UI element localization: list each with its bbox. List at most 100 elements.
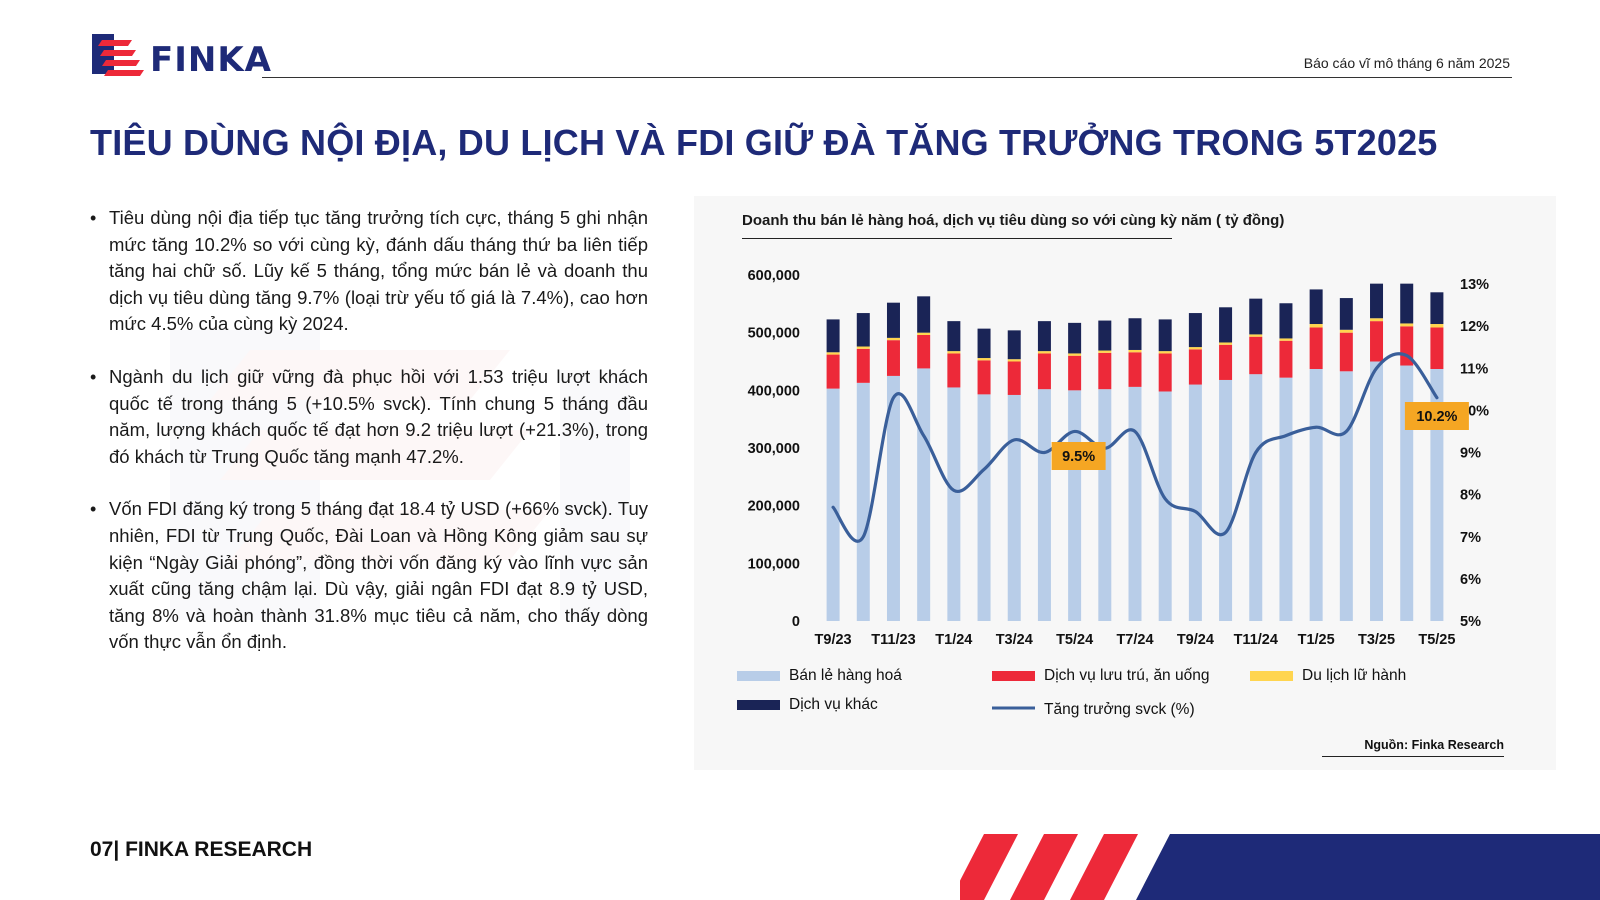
bullet-tourism: Ngành du lịch giữ vững đà phục hồi với 1… (90, 364, 648, 470)
bar-segment-s3 (1339, 298, 1353, 330)
bar-segment-s2 (1037, 351, 1051, 354)
chart-panel: Doanh thu bán lẻ hàng hoá, dịch vụ tiêu … (694, 196, 1556, 770)
x-tick-label: T5/25 (1418, 632, 1455, 648)
y-right-tick: 5% (1460, 614, 1481, 630)
legend-label: Du lịch lữ hành (1302, 667, 1406, 684)
bar-segment-s1 (826, 354, 840, 389)
bar-segment-s3 (1158, 319, 1172, 352)
y-right-tick: 13% (1460, 277, 1489, 293)
bar-segment-s1 (1188, 349, 1202, 385)
bar-segment-s1 (1068, 355, 1082, 391)
legend-label: Dịch vụ lưu trú, ăn uống (1044, 667, 1209, 684)
bar-segment-s3 (1430, 292, 1444, 325)
x-tick-label: T1/24 (935, 632, 972, 648)
x-tick-label: T11/23 (871, 632, 915, 648)
bar-segment-s2 (1219, 342, 1233, 345)
bar-segment-s0 (1339, 371, 1353, 621)
bar-segment-s3 (886, 302, 900, 338)
bar-segment-s0 (1249, 374, 1263, 621)
bar-segment-s0 (1309, 368, 1323, 621)
bar-segment-s3 (1219, 307, 1233, 343)
bar-segment-s3 (1370, 283, 1384, 319)
bar-segment-s0 (947, 387, 961, 621)
footer-stripes-icon (960, 834, 1600, 900)
bar-segment-s2 (1279, 338, 1293, 341)
bar-segment-s2 (1068, 353, 1082, 356)
bar-segment-s2 (1339, 329, 1353, 333)
growth-line (831, 352, 1439, 543)
bar-segment-s2 (977, 358, 991, 361)
bar-segment-s1 (1098, 352, 1112, 390)
y-right-tick: 6% (1460, 572, 1481, 588)
footer-label: 07| FINKA RESEARCH (90, 838, 313, 861)
bar-segment-s3 (1098, 320, 1112, 351)
bar-segment-s0 (1037, 389, 1051, 621)
chart-title-underline (742, 238, 1172, 239)
y-left-tick: 100,000 (748, 556, 800, 572)
bar-segment-s1 (947, 353, 961, 388)
bar-segment-s3 (1279, 303, 1293, 339)
bar-segment-s2 (1007, 359, 1021, 362)
x-tick-label: T3/24 (996, 632, 1033, 648)
x-tick-label: T1/25 (1298, 632, 1335, 648)
bar-segment-s0 (1098, 389, 1112, 621)
y-left-tick: 300,000 (748, 441, 800, 457)
bullet-list: Tiêu dùng nội địa tiếp tục tăng trưởng t… (90, 205, 648, 682)
bar-segment-s2 (1188, 347, 1202, 350)
bar-segment-s1 (1279, 340, 1293, 378)
y-right-tick: 8% (1460, 488, 1481, 504)
bar-segment-s3 (1007, 330, 1021, 360)
bar-segment-s0 (1158, 391, 1172, 621)
legend-label: Tăng trưởng svck (%) (1044, 701, 1195, 718)
bar-segment-s1 (977, 360, 991, 395)
y-left-tick: 500,000 (748, 326, 800, 342)
retail-sales-chart: 0 100,000 200,000 300,000 400,000 500,000 600,… (737, 268, 1489, 718)
bar-segment-s0 (1128, 386, 1142, 621)
bar-segment-s3 (1249, 298, 1263, 335)
bullet-fdi: Vốn FDI đăng ký trong 5 tháng đạt 18.4 t… (90, 496, 648, 656)
x-tick-label: T5/24 (1056, 632, 1093, 648)
bar-segment-s2 (1309, 324, 1323, 328)
bar-segment-s0 (917, 368, 931, 621)
bar-segment-s2 (1098, 350, 1112, 353)
bar-segment-s3 (1037, 321, 1051, 352)
bar-segment-s1 (1158, 353, 1172, 392)
legend-label: Dịch vụ khác (789, 696, 878, 713)
bar-segment-s0 (1370, 361, 1384, 621)
bar-segment-s0 (1219, 379, 1233, 621)
y-right-tick: 12% (1460, 319, 1489, 335)
y-left-tick: 0 (792, 614, 800, 630)
header-divider (262, 77, 1512, 78)
bar-segment-s3 (1309, 289, 1323, 325)
bar-segment-s0 (856, 382, 870, 621)
bar-segment-s0 (1279, 377, 1293, 621)
bar-segment-s3 (1128, 318, 1142, 350)
y-left-tick: 600,000 (748, 268, 800, 284)
legend-swatch (1250, 671, 1293, 681)
y-right-tick: 9% (1460, 446, 1481, 462)
bar-segment-s0 (886, 375, 900, 621)
bar-segment-s0 (826, 388, 840, 621)
bar-segment-s1 (1309, 327, 1323, 369)
callout-label: 9.5% (1062, 449, 1095, 465)
bar-segment-s2 (1128, 349, 1142, 353)
bar-segment-s1 (1219, 344, 1233, 380)
bar-segment-s3 (1188, 313, 1202, 348)
bar-segment-s3 (856, 313, 870, 347)
bar-segment-s0 (1188, 384, 1202, 621)
callout-box (1404, 402, 1469, 430)
bar-segment-s1 (917, 334, 931, 369)
bar-segment-s2 (886, 337, 900, 341)
bar-segment-s3 (826, 319, 840, 353)
x-tick-label: T3/25 (1358, 632, 1395, 648)
callout-box (1051, 442, 1106, 470)
bar-segment-s1 (1128, 352, 1142, 387)
chart-source: Nguồn: Finka Research (1364, 738, 1504, 752)
x-tick-label: T11/24 (1234, 632, 1278, 648)
legend-swatch (992, 671, 1035, 681)
bar-segment-s0 (977, 394, 991, 621)
y-right-tick: 7% (1460, 530, 1481, 546)
chart-title: Doanh thu bán lẻ hàng hoá, dịch vụ tiêu … (742, 212, 1285, 229)
x-tick-label: T7/24 (1116, 632, 1153, 648)
legend-swatch (737, 671, 780, 681)
